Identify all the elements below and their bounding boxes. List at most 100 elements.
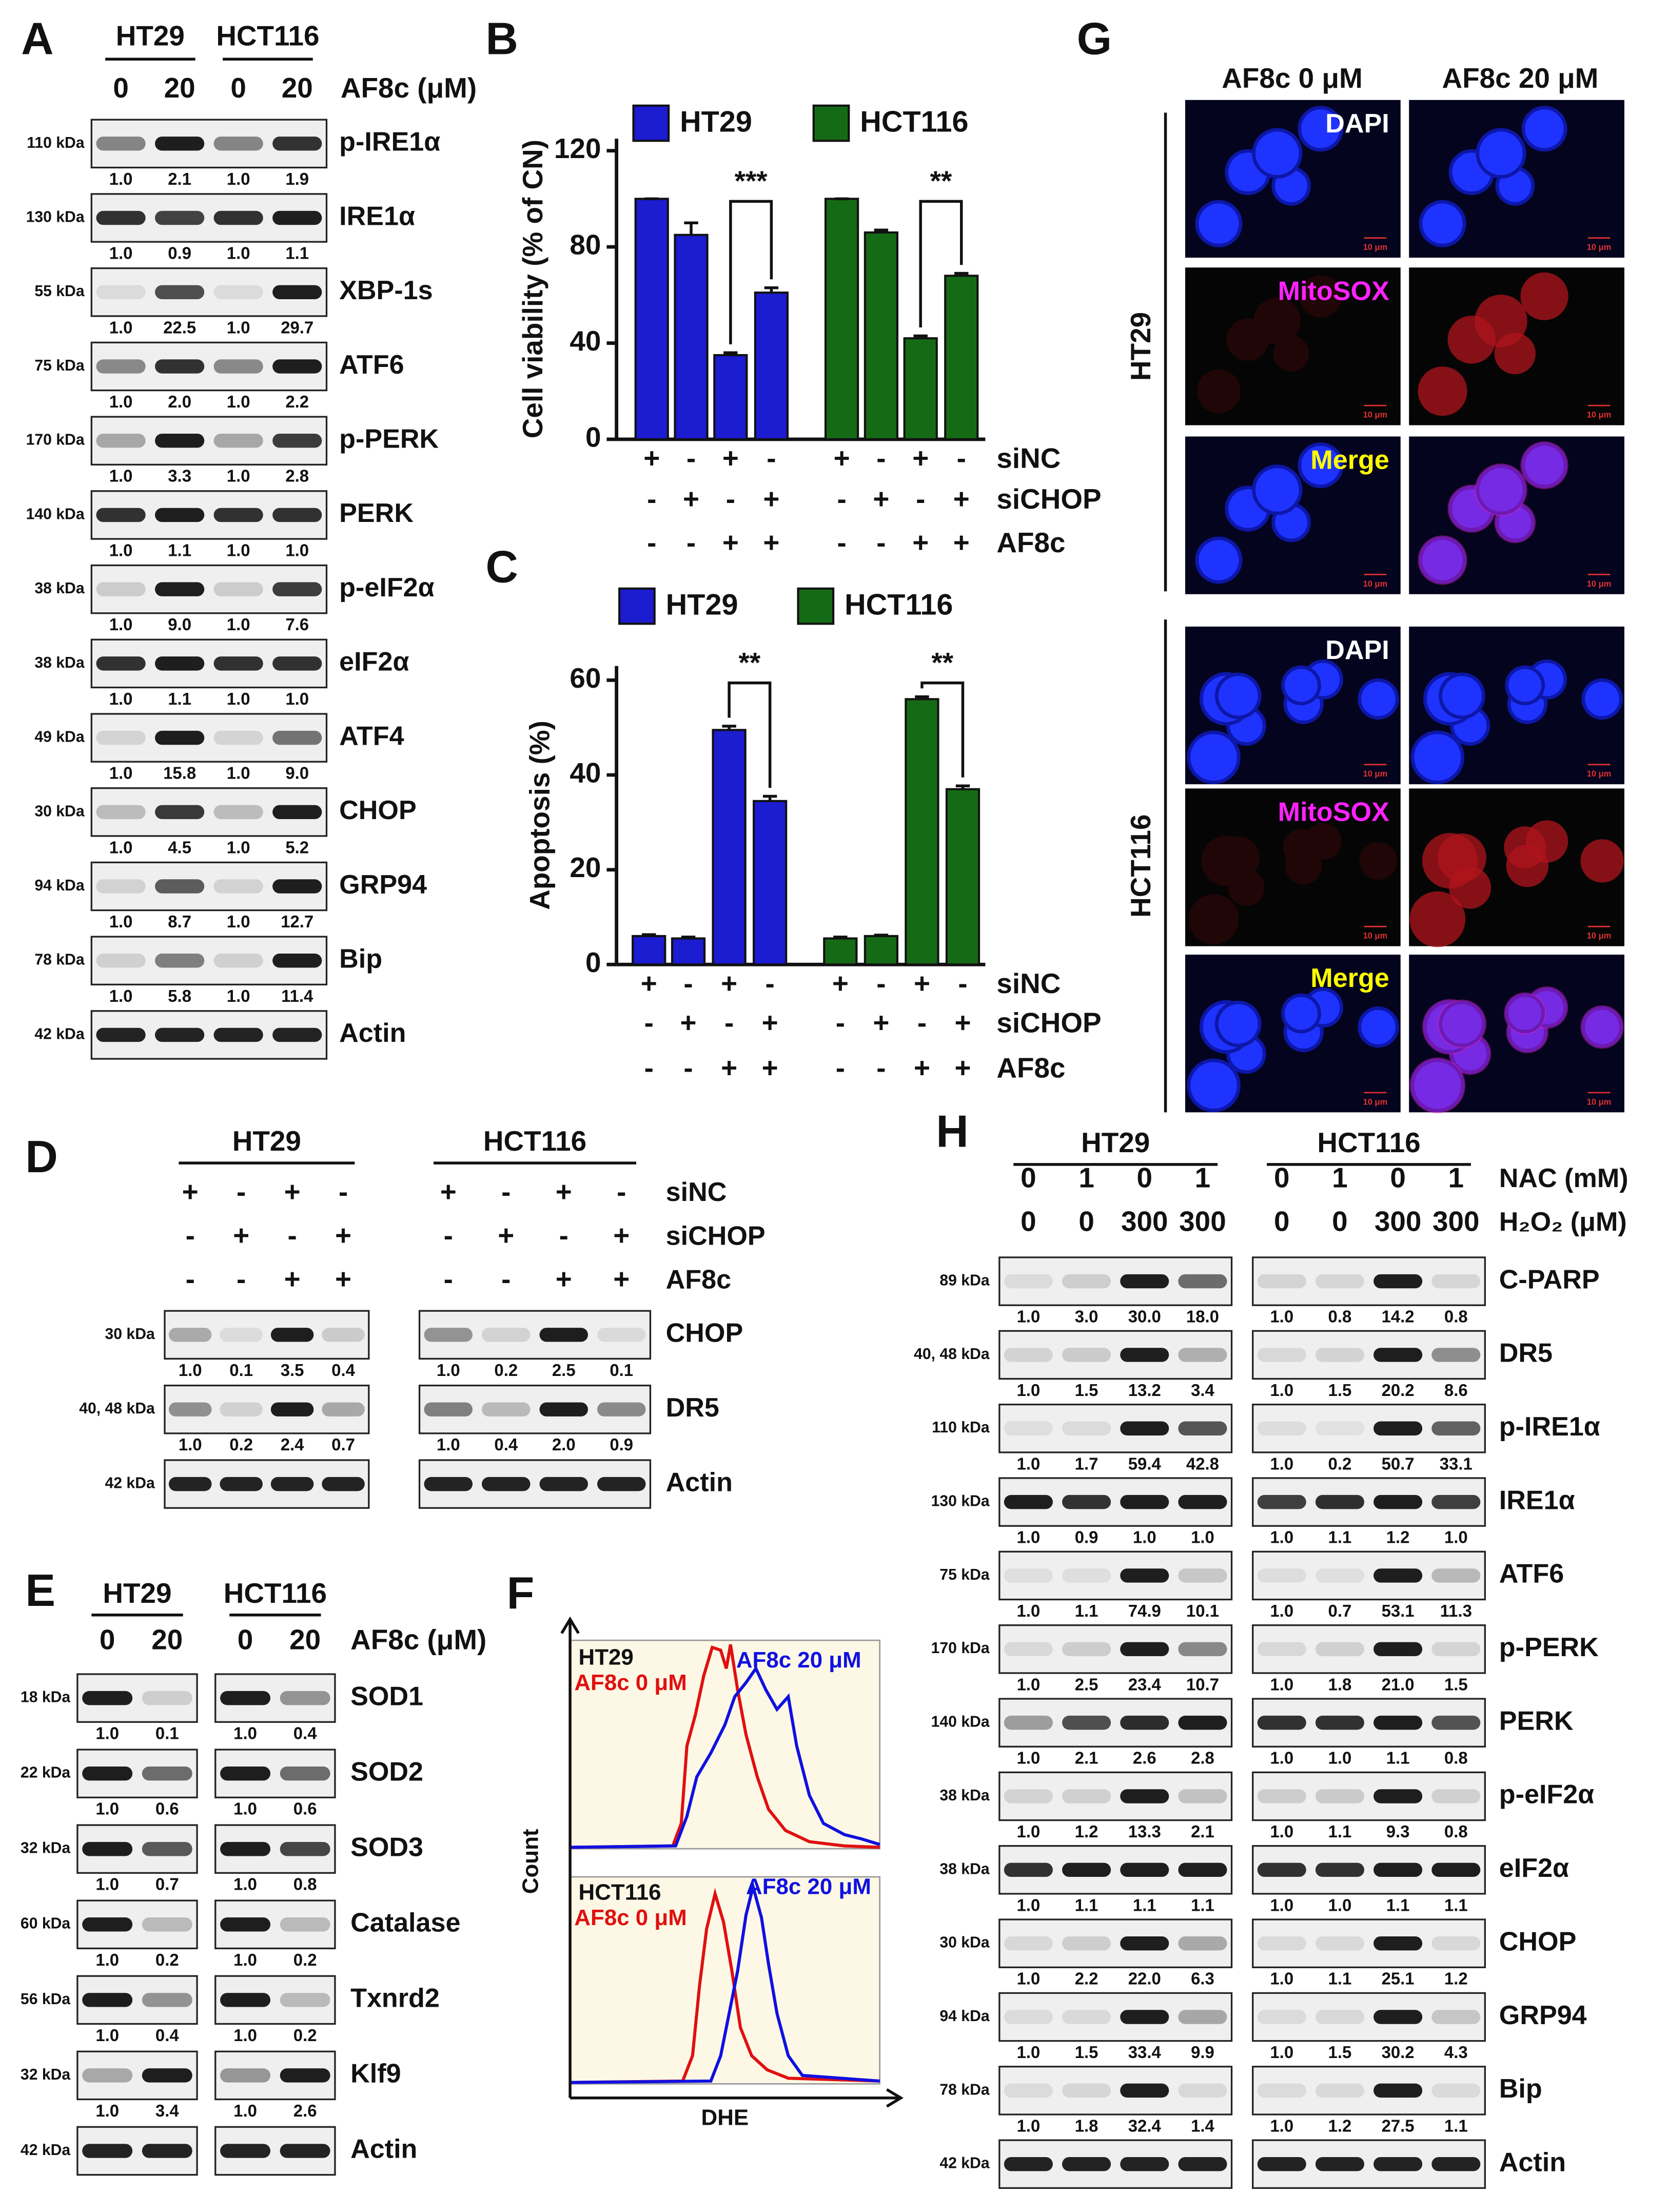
blot-band <box>1178 1642 1227 1657</box>
blot-band <box>1004 2010 1053 2024</box>
blot-band <box>155 285 205 299</box>
nucleus <box>1281 665 1321 706</box>
blot-band <box>1178 1274 1227 1289</box>
blot-band <box>168 1477 212 1491</box>
band-quantification: 9.0 <box>285 764 309 783</box>
treatment-level: 1 <box>1332 1162 1348 1194</box>
band-quantification: 1.0 <box>227 986 250 1005</box>
band-quantification: 0.8 <box>293 1875 317 1894</box>
blot-box <box>998 2066 1233 2116</box>
band-quantification: 1.2 <box>1075 1822 1098 1841</box>
blot-band <box>1373 1421 1423 1435</box>
treatment-level: 300 <box>1179 1206 1226 1237</box>
treatment-label: NAC (mM) <box>1499 1163 1628 1193</box>
band-quantification: 1.0 <box>227 318 250 337</box>
blot-band <box>220 1477 263 1491</box>
mitosox-signal <box>1580 839 1624 883</box>
band-quantification: 42.8 <box>1186 1454 1219 1473</box>
blot-band <box>1062 2010 1111 2024</box>
condition-sign: - <box>766 967 775 999</box>
band-quantification: 1.0 <box>109 392 133 411</box>
bar <box>632 935 666 966</box>
cell-line-header: HT29 <box>103 1577 171 1609</box>
band-quantification: 1.1 <box>1191 1895 1214 1914</box>
blot-box <box>1252 1771 1486 1821</box>
band-quantification: 1.0 <box>179 1361 202 1380</box>
protein-label: GRP94 <box>1499 2001 1587 2030</box>
treatment-level: 0 <box>1021 1162 1036 1194</box>
blot-band <box>1431 2157 1481 2171</box>
blot-band <box>1315 1789 1364 1803</box>
blot-band <box>1257 1715 1306 1730</box>
nucleus <box>1358 678 1399 720</box>
blot-band <box>1315 1862 1364 1877</box>
band-quantification: 8.7 <box>168 912 191 931</box>
blot-band <box>539 1402 588 1417</box>
blot-band <box>96 508 146 522</box>
blot-band <box>1315 1274 1364 1289</box>
blot-band <box>1004 1348 1053 1362</box>
band-quantification: 3.4 <box>1191 1381 1214 1400</box>
band-quantification: 32.4 <box>1128 2116 1162 2135</box>
band-quantification: 1.0 <box>109 689 133 708</box>
blot-band <box>155 210 205 225</box>
blot-band <box>1431 2010 1481 2024</box>
y-axis-label: Cell viability (% of CN) <box>517 140 548 438</box>
blot-band <box>270 1477 314 1491</box>
band-quantification: 2.6 <box>1133 1749 1156 1768</box>
band-quantification: 13.3 <box>1128 1822 1161 1841</box>
bar <box>671 937 706 966</box>
band-quantification: 1.0 <box>1017 1307 1041 1326</box>
blot-band <box>1062 2083 1111 2098</box>
blot-band <box>1315 2010 1364 2024</box>
band-quantification: 1.8 <box>1328 1675 1352 1694</box>
blot-box <box>1252 2066 1486 2116</box>
condition-sign: + <box>912 442 929 474</box>
significance-bracket <box>729 200 773 344</box>
histogram-frame <box>569 1639 881 1850</box>
band-quantification: 1.5 <box>1075 2043 1098 2062</box>
band-quantification: 3.4 <box>155 2101 179 2120</box>
band-quantification: 1.1 <box>1444 2116 1468 2135</box>
blot-band <box>82 1691 133 1705</box>
histogram-curve <box>570 1644 880 1849</box>
cell-line-header: HCT116 <box>216 20 319 52</box>
nucleus <box>1214 672 1262 720</box>
band-quantification: 1.0 <box>1444 1528 1468 1547</box>
condition-sign: + <box>914 1052 930 1084</box>
band-quantification: 50.7 <box>1382 1454 1415 1473</box>
error-bar <box>954 271 969 276</box>
histogram-cell-line: HT29 <box>579 1644 634 1670</box>
blot-band <box>1004 1421 1053 1435</box>
band-quantification: 21.0 <box>1382 1675 1415 1694</box>
blot-band <box>1004 2157 1053 2171</box>
protein-label: Klf9 <box>350 2059 401 2089</box>
condition-sign: - <box>836 1052 845 1084</box>
blot-band <box>220 1917 271 1932</box>
band-quantification: 1.1 <box>1386 1895 1410 1914</box>
blot-band <box>168 1328 212 1342</box>
blot-band <box>96 433 146 448</box>
blot-band <box>213 954 263 968</box>
band-quantification: 2.0 <box>168 392 191 411</box>
band-quantification: 1.0 <box>1017 1822 1041 1841</box>
blot-band <box>1120 2010 1169 2024</box>
row-label: HT29 <box>1125 312 1156 381</box>
blot-band <box>1004 1862 1053 1877</box>
band-quantification: 1.0 <box>233 1799 257 1818</box>
nucleus <box>1298 442 1344 489</box>
blot-box <box>164 1310 370 1360</box>
band-quantification: 1.0 <box>1270 1675 1293 1694</box>
blot-band <box>280 1691 330 1705</box>
blot-band <box>1373 1642 1423 1657</box>
error-bar <box>874 228 889 232</box>
blot-band <box>272 1027 322 1042</box>
nucleus <box>1358 1006 1399 1048</box>
blot-band <box>213 433 263 448</box>
blot-band <box>1120 1421 1169 1435</box>
condition-sign: + <box>613 1219 630 1251</box>
blot-band <box>96 210 146 225</box>
dose-label: 20 <box>164 72 195 104</box>
condition-label: siNC <box>996 967 1061 999</box>
band-quantification: 1.0 <box>1270 1895 1293 1914</box>
